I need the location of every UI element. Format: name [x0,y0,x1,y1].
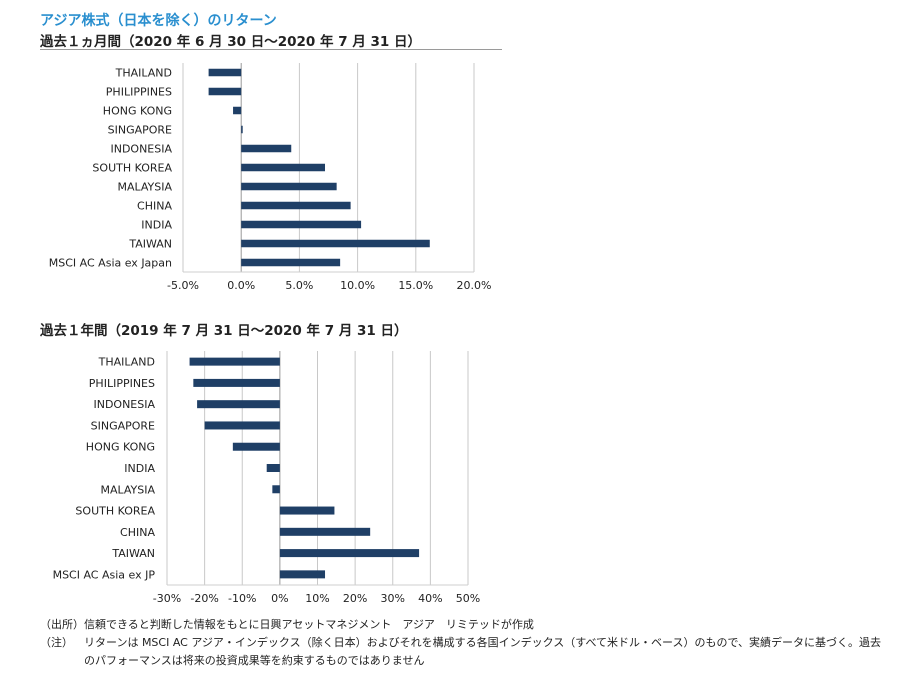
x-tick-label: -10% [228,592,256,605]
category-label: PHILIPPINES [89,377,155,390]
x-tick-label: 10% [305,592,329,605]
category-label: TAIWAN [128,238,172,251]
bar-india [266,464,280,472]
bar-south-korea [279,506,335,515]
x-tick-label: 40% [418,592,442,605]
x-tick-label: -20% [190,592,218,605]
x-tick-label: 0.0% [227,279,255,292]
bar-indonesia [197,400,280,409]
category-label: CHINA [137,200,172,213]
category-label: TAIWAN [111,547,155,560]
chart-2-title: 過去１年間（2019 年 7 月 31 日～2020 年 7 月 31 日） [40,323,408,339]
category-label: INDIA [124,462,155,475]
x-tick-label: -30% [153,592,181,605]
bar-taiwan [279,549,420,558]
category-label: MSCI AC Asia ex Japan [49,257,172,270]
bar-india [241,220,362,229]
bar-south-korea [241,163,326,172]
x-tick-label: 50% [456,592,480,605]
x-tick-label: 15.0% [398,279,433,292]
note-label: （注） [40,636,73,649]
category-label: MALAYSIA [117,181,172,194]
bar-malaysia [272,485,280,494]
bar-malaysia [241,182,337,191]
bar-thailand [208,68,242,77]
bar-hong-kong [233,106,242,115]
bar-singapore [204,421,280,430]
category-label: MSCI AC Asia ex JP [53,568,156,581]
category-label: SINGAPORE [91,419,155,432]
bar-indonesia [241,144,292,153]
category-label: HONG KONG [103,105,172,118]
x-tick-label: 5.0% [285,279,313,292]
bar-thailand [189,357,280,366]
category-label: HONG KONG [86,441,155,454]
category-label: INDIA [141,219,172,232]
note-line-1: リターンは MSCI AC アジア・インデックス（除く日本）およびそれを構成する… [84,636,882,649]
note-line-2: のパフォーマンスは将来の投資成果等を約束するものではありません [84,654,425,667]
bar-taiwan [241,239,430,248]
x-tick-label: 20% [343,592,367,605]
page-title: アジア株式（日本を除く）のリターン [40,13,277,29]
bar-hong-kong [232,442,280,451]
x-tick-label: 20.0% [457,279,492,292]
bar-msci-ac-asia-ex-jp [279,570,326,579]
category-label: SOUTH KOREA [92,162,172,175]
category-label: MALAYSIA [100,483,155,496]
bar-china [241,201,351,210]
x-tick-label: 0% [271,592,288,605]
x-tick-label: 30% [381,592,405,605]
category-label: THAILAND [115,67,172,80]
category-label: INDONESIA [110,143,172,156]
source-note: （出所）信頼できると判断した情報をもとに日興アセットマネジメント アジア リミテ… [40,618,534,631]
bar-philippines [193,378,280,387]
x-tick-label: 10.0% [340,279,375,292]
bar-china [279,527,371,536]
category-label: SINGAPORE [108,124,172,137]
title-divider [40,49,502,50]
category-label: INDONESIA [93,398,155,411]
bar-msci-ac-asia-ex-japan [241,258,341,267]
bar-singapore [241,125,243,134]
category-label: PHILIPPINES [106,86,172,99]
bar-philippines [208,87,242,96]
category-label: THAILAND [98,356,155,369]
x-tick-label: -5.0% [167,279,199,292]
category-label: CHINA [120,526,155,539]
category-label: SOUTH KOREA [75,505,155,518]
chart-1-title: 過去１ヵ月間（2020 年 6 月 30 日～2020 年 7 月 31 日） [40,34,422,50]
